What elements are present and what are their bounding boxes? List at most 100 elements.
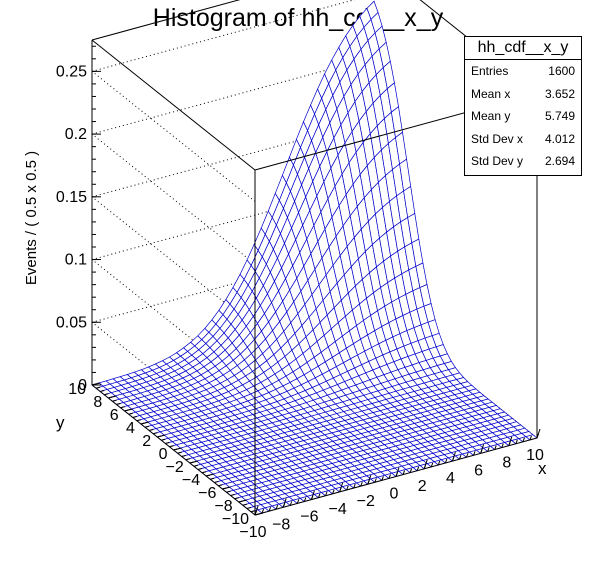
stats-value: 4.012 — [544, 131, 575, 146]
y-minor-tick — [136, 419, 141, 422]
x-minor-tick — [381, 476, 384, 481]
x-minor-tick — [254, 510, 257, 516]
x-axis-label: x — [538, 459, 547, 478]
stats-row-entries: Entries 1600 — [465, 60, 581, 83]
x-minor-tick — [501, 443, 504, 448]
y-minor-tick — [100, 390, 105, 392]
stats-row-std-y: Std Dev y 2.694 — [465, 150, 581, 173]
y-tick-label: 6 — [110, 407, 119, 424]
x-minor-tick — [529, 435, 532, 441]
y-minor-tick — [210, 477, 215, 480]
y-minor-tick — [153, 432, 158, 435]
y-tick-label: 0 — [159, 446, 168, 463]
chart-title: Histogram of hh_cdf__x_y — [152, 4, 444, 32]
x-minor-tick — [261, 508, 265, 514]
y-minor-tick — [238, 500, 243, 503]
y-tick-label: 4 — [126, 420, 135, 437]
y-minor-tick — [104, 393, 109, 396]
stats-label: Mean y — [471, 109, 511, 123]
y-minor-tick — [197, 468, 203, 470]
y-minor-tick — [116, 403, 121, 405]
stats-label: Std Dev y — [471, 154, 524, 168]
y-minor-tick — [222, 487, 227, 490]
stats-row-std-x: Std Dev x 4.012 — [465, 128, 581, 151]
y-minor-tick — [250, 510, 256, 513]
x-tick-label: −8 — [272, 516, 290, 533]
x-tick-label: 0 — [390, 486, 399, 503]
y-minor-tick — [169, 445, 174, 448]
y-tick-label: −2 — [166, 459, 184, 476]
stats-box: hh_cdf__x_y Entries 1600 Mean x 3.652 Me… — [464, 36, 582, 176]
z-tick-label: 0 — [78, 377, 87, 394]
y-minor-tick — [177, 451, 182, 454]
x-tick-label: 2 — [418, 478, 427, 495]
x-tick-label: −2 — [357, 493, 375, 510]
z-gridline — [91, 70, 256, 202]
x-minor-tick — [296, 499, 300, 504]
stats-row-mean-y: Mean y 5.749 — [465, 105, 581, 128]
x-minor-tick — [346, 485, 349, 491]
x-tick-label: −6 — [300, 509, 318, 526]
box-edge — [91, 39, 256, 171]
x-minor-tick — [325, 491, 328, 496]
y-tick-label: 2 — [142, 433, 151, 450]
x-minor-tick — [360, 481, 363, 487]
x-tick-label: 4 — [446, 470, 455, 487]
x-minor-tick — [402, 470, 406, 475]
stats-label: Mean x — [471, 86, 511, 101]
x-minor-tick — [374, 478, 377, 483]
x-minor-tick — [303, 497, 307, 502]
x-minor-tick — [430, 462, 434, 468]
x-minor-tick — [332, 489, 335, 495]
z-gridline — [91, 0, 356, 72]
y-minor-tick — [201, 471, 207, 474]
z-gridline — [91, 182, 375, 261]
box-edge — [91, 0, 241, 41]
stats-label: Std Dev x — [471, 131, 524, 146]
y-tick-label: 8 — [93, 394, 102, 411]
z-tick-label: 0.2 — [65, 126, 87, 143]
y-minor-tick — [112, 399, 117, 402]
y-minor-tick — [189, 461, 194, 464]
y-minor-tick — [226, 490, 231, 493]
y-minor-tick — [128, 412, 133, 415]
stats-title: hh_cdf__x_y — [465, 37, 581, 60]
x-minor-tick — [458, 454, 462, 460]
y-minor-tick — [148, 429, 154, 431]
z-axis-label: Events / ( 0.5 x 0.5 ) — [23, 151, 40, 285]
y-minor-tick — [230, 494, 235, 496]
y-minor-tick — [218, 484, 223, 487]
x-tick-label: 8 — [502, 455, 511, 472]
y-minor-tick — [181, 455, 186, 457]
x-minor-tick — [282, 503, 286, 508]
y-minor-tick — [242, 503, 247, 506]
stats-value: 3.652 — [544, 86, 575, 101]
x-minor-tick — [522, 437, 525, 443]
x-minor-tick — [480, 449, 483, 454]
y-minor-tick — [157, 435, 162, 438]
x-minor-tick — [395, 472, 398, 477]
x-minor-tick — [353, 483, 356, 489]
x-tick-label: 10 — [526, 447, 544, 464]
x-minor-tick — [409, 468, 413, 473]
z-tick-label: 0.25 — [56, 63, 87, 80]
y-tick-label: −4 — [182, 472, 200, 489]
x-tick-label: −4 — [328, 501, 346, 518]
surface-mesh — [91, 0, 538, 516]
x-minor-tick — [289, 501, 293, 506]
x-tick-label: −10 — [239, 524, 266, 541]
x-minor-tick — [536, 433, 539, 439]
z-tick-label: 0.15 — [56, 189, 87, 206]
x-minor-tick — [367, 480, 370, 485]
y-minor-tick — [108, 396, 113, 399]
y-minor-tick — [161, 438, 166, 441]
z-gridline — [91, 133, 256, 265]
stats-value: 1600 — [548, 64, 575, 78]
y-minor-tick — [193, 464, 198, 467]
x-minor-tick — [487, 447, 490, 452]
y-minor-tick — [185, 458, 190, 461]
y-minor-tick — [234, 497, 239, 500]
y-minor-tick — [246, 507, 251, 509]
stats-value: 5.749 — [544, 109, 575, 123]
